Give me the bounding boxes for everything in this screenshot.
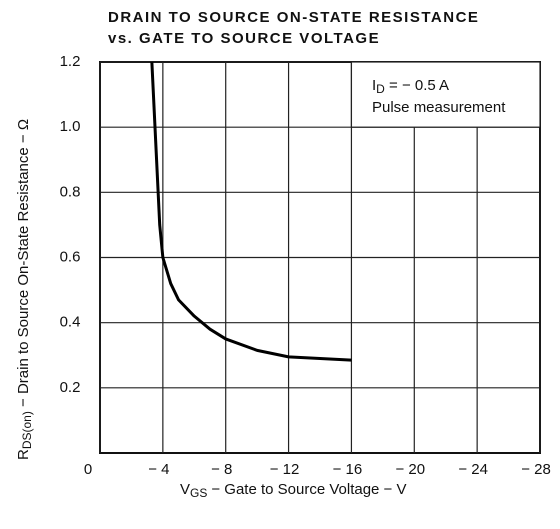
x-label-text: − Gate to Source Voltage − V	[211, 481, 406, 498]
y-label-symbol: R	[15, 449, 32, 460]
y-axis-label: RDS(on) − Drain to Source On-State Resis…	[15, 119, 34, 460]
y-tick-label: 0.8	[60, 183, 81, 200]
y-label-text: − Drain to Source On-State Resistance − …	[15, 119, 32, 411]
x-tick-label: − 8	[211, 461, 232, 478]
annotation-subscript: D	[376, 82, 385, 96]
chart-subtitle: vs. GATE TO SOURCE VOLTAGE	[108, 30, 380, 47]
x-tick-label: − 28	[521, 461, 551, 478]
annotation-box	[350, 61, 541, 128]
annotation-text: = − 0.5 A	[385, 77, 449, 94]
y-tick-label: 1.0	[60, 118, 81, 135]
x-axis-label: VGS − Gate to Source Voltage − V	[180, 481, 407, 500]
annotation: ID = − 0.5 A	[372, 77, 449, 96]
x-tick-label: − 20	[395, 461, 425, 478]
x-tick-label: − 4	[148, 461, 169, 478]
y-label-subscript: DS(on)	[20, 411, 34, 449]
annotation-note: Pulse measurement	[372, 99, 506, 116]
x-tick-label: − 12	[270, 461, 300, 478]
y-tick-label: 0.2	[60, 379, 81, 396]
x-tick-label: − 24	[458, 461, 488, 478]
curve	[150, 61, 352, 362]
annotation-symbol: I	[372, 77, 376, 94]
x-tick-label: 0	[84, 461, 92, 478]
y-tick-label: 0.6	[60, 248, 81, 265]
chart-title: DRAIN TO SOURCE ON-STATE RESISTANCE	[108, 9, 479, 26]
y-tick-label: 1.2	[60, 53, 81, 70]
x-tick-label: − 16	[333, 461, 363, 478]
y-tick-label: 0.4	[60, 314, 81, 331]
x-label-symbol: V	[180, 481, 190, 498]
x-label-subscript: GS	[190, 486, 207, 500]
